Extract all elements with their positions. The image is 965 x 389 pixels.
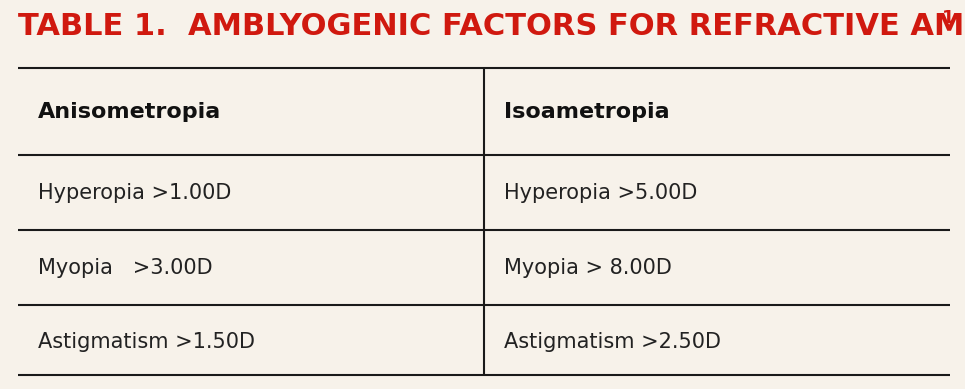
Text: TABLE 1.  AMBLYOGENIC FACTORS FOR REFRACTIVE AMBLYOPIA: TABLE 1. AMBLYOGENIC FACTORS FOR REFRACT… [18, 12, 965, 41]
Text: Hyperopia >1.00D: Hyperopia >1.00D [38, 182, 232, 203]
Text: 1: 1 [942, 9, 954, 27]
Text: Myopia > 8.00D: Myopia > 8.00D [504, 258, 672, 277]
Text: Hyperopia >5.00D: Hyperopia >5.00D [504, 182, 698, 203]
Text: Astigmatism >2.50D: Astigmatism >2.50D [504, 333, 721, 352]
Text: Astigmatism >1.50D: Astigmatism >1.50D [38, 333, 255, 352]
Text: Anisometropia: Anisometropia [38, 102, 221, 121]
Text: Isoametropia: Isoametropia [504, 102, 670, 121]
Text: Myopia   >3.00D: Myopia >3.00D [38, 258, 212, 277]
